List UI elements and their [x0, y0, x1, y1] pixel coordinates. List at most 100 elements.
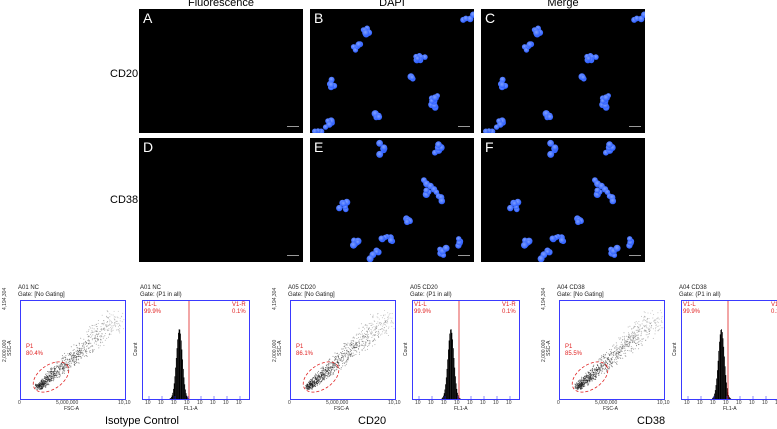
- event-point: [46, 378, 48, 380]
- event-point: [369, 341, 371, 343]
- event-point: [599, 358, 601, 359]
- flow-group-caption: Isotype Control: [105, 415, 179, 427]
- event-point: [306, 388, 308, 390]
- event-point: [580, 386, 582, 388]
- event-point: [95, 343, 97, 345]
- event-point: [586, 374, 588, 376]
- event-point: [629, 336, 631, 338]
- event-point: [91, 335, 93, 337]
- event-point: [623, 352, 625, 354]
- event-point: [616, 363, 618, 365]
- event-point: [88, 341, 90, 343]
- event-point: [612, 352, 614, 354]
- event-point: [365, 343, 367, 345]
- event-point: [121, 315, 123, 317]
- event-point: [628, 343, 630, 345]
- event-point: [36, 384, 38, 386]
- event-point: [364, 349, 366, 351]
- event-point: [584, 382, 585, 384]
- event-point: [88, 339, 90, 341]
- event-point: [625, 340, 627, 342]
- event-point: [343, 348, 345, 350]
- event-point: [376, 316, 378, 318]
- event-point: [312, 386, 314, 388]
- event-point: [108, 333, 110, 335]
- histogram-bar: [170, 398, 172, 399]
- event-point: [388, 326, 390, 328]
- event-point: [358, 353, 360, 355]
- event-point: [626, 346, 628, 347]
- event-point: [82, 355, 84, 357]
- event-point: [106, 310, 108, 311]
- event-point: [111, 322, 113, 324]
- event-point: [334, 356, 336, 358]
- panel-d-fluorescence-cd38: D: [139, 138, 303, 262]
- event-point: [345, 356, 346, 358]
- event-point: [387, 335, 389, 336]
- event-point: [106, 325, 108, 327]
- event-point: [110, 331, 112, 333]
- event-point: [349, 343, 351, 345]
- event-point: [47, 376, 49, 378]
- event-point: [77, 358, 79, 360]
- event-point: [88, 335, 90, 337]
- event-point: [619, 357, 621, 359]
- event-point: [350, 345, 352, 347]
- event-point: [593, 374, 595, 375]
- event-point: [49, 376, 51, 378]
- histogram-bar: [457, 392, 458, 399]
- gate-v1-left-label: V1-L: [414, 302, 427, 308]
- event-point: [122, 312, 124, 314]
- event-point: [65, 361, 67, 363]
- flow-group-caption: CD38: [637, 415, 666, 427]
- event-point: [330, 367, 332, 369]
- event-point: [46, 377, 48, 379]
- event-point: [109, 333, 111, 335]
- event-point: [633, 341, 635, 343]
- event-point: [42, 382, 44, 383]
- event-point: [43, 380, 45, 382]
- event-point: [370, 313, 371, 315]
- event-point: [355, 343, 357, 344]
- hist-title: A05 CD20: [410, 285, 438, 291]
- event-point: [68, 354, 70, 356]
- event-point: [367, 329, 369, 331]
- event-point: [366, 337, 368, 339]
- event-point: [589, 379, 590, 381]
- histogram-bar: [187, 397, 188, 399]
- event-point: [604, 368, 606, 370]
- event-point: [623, 332, 625, 334]
- event-point: [622, 336, 624, 338]
- event-point: [352, 343, 354, 345]
- event-point: [632, 347, 634, 349]
- histogram-bar: [459, 398, 460, 399]
- event-point: [604, 354, 606, 356]
- event-point: [94, 340, 96, 342]
- gate-p1-label: P1: [26, 344, 34, 350]
- event-point: [351, 343, 352, 345]
- event-point: [347, 351, 349, 352]
- histogram-bar: [726, 388, 728, 399]
- event-point: [76, 361, 77, 363]
- event-point: [65, 355, 67, 357]
- nucleus: [585, 55, 592, 62]
- event-point: [113, 317, 115, 319]
- event-point: [55, 366, 57, 368]
- event-point: [363, 334, 365, 336]
- event-point: [355, 342, 357, 344]
- event-point: [69, 353, 71, 355]
- event-point: [325, 367, 327, 369]
- event-point: [63, 356, 65, 358]
- y-axis-label: SSC-A: [7, 340, 13, 356]
- histogram-bar: [455, 376, 456, 399]
- event-point: [60, 364, 62, 366]
- y-axis-label: SSC-A: [546, 340, 552, 356]
- event-point: [322, 377, 324, 379]
- histogram-bar: [185, 393, 187, 399]
- histogram-bar: [718, 350, 720, 399]
- event-point: [647, 312, 649, 314]
- event-point: [342, 351, 344, 352]
- event-point: [361, 343, 363, 345]
- event-point: [643, 319, 645, 321]
- x-tick-max: 10,10: [118, 400, 131, 406]
